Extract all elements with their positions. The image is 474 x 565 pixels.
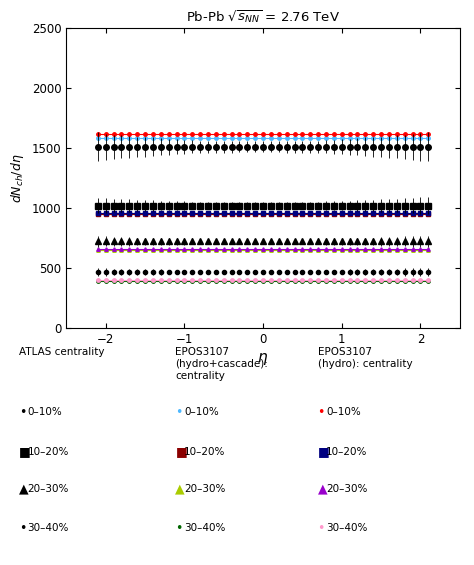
Text: •: • (318, 406, 325, 419)
Text: •: • (19, 406, 27, 419)
Text: 0–10%: 0–10% (184, 407, 219, 418)
Text: •: • (19, 521, 27, 535)
Text: ■: ■ (19, 445, 31, 459)
Text: ATLAS centrality: ATLAS centrality (19, 347, 104, 358)
Text: EPOS3107
(hydro+cascade):
centrality: EPOS3107 (hydro+cascade): centrality (175, 347, 268, 381)
Text: 10–20%: 10–20% (27, 447, 69, 457)
Text: •: • (175, 406, 183, 419)
Title: Pb-Pb $\sqrt{s_{NN}}$ = 2.76 TeV: Pb-Pb $\sqrt{s_{NN}}$ = 2.76 TeV (186, 9, 340, 26)
Text: EPOS3107
(hydro): centrality: EPOS3107 (hydro): centrality (318, 347, 412, 369)
Text: •: • (318, 521, 325, 535)
Text: ▲: ▲ (19, 482, 28, 496)
Text: 20–30%: 20–30% (184, 484, 225, 494)
Text: 20–30%: 20–30% (27, 484, 69, 494)
Text: 20–30%: 20–30% (326, 484, 367, 494)
Text: 0–10%: 0–10% (27, 407, 62, 418)
Text: 30–40%: 30–40% (326, 523, 367, 533)
Y-axis label: $dN_{ch}/d\eta$: $dN_{ch}/d\eta$ (9, 153, 27, 203)
X-axis label: $\eta$: $\eta$ (257, 351, 269, 367)
Text: ■: ■ (175, 445, 187, 459)
Text: 10–20%: 10–20% (184, 447, 225, 457)
Text: 10–20%: 10–20% (326, 447, 367, 457)
Text: 30–40%: 30–40% (184, 523, 225, 533)
Text: ■: ■ (318, 445, 329, 459)
Text: 0–10%: 0–10% (326, 407, 361, 418)
Text: ▲: ▲ (175, 482, 185, 496)
Text: ▲: ▲ (318, 482, 327, 496)
Text: 30–40%: 30–40% (27, 523, 69, 533)
Text: •: • (175, 521, 183, 535)
